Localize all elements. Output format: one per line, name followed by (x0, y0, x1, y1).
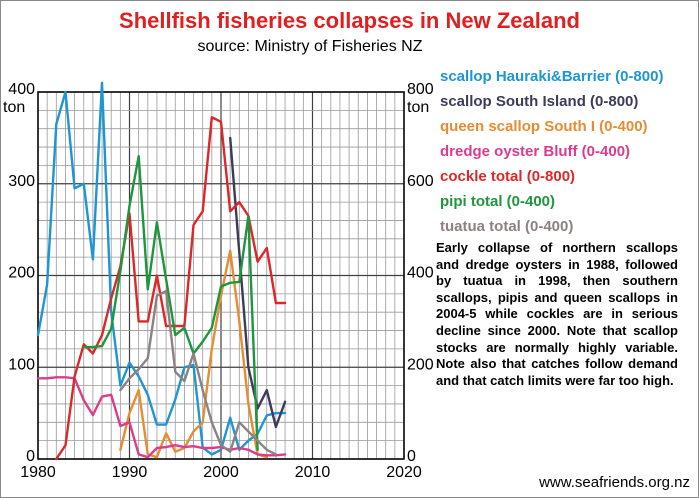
series-line-6 (119, 289, 278, 456)
series-line-5 (82, 154, 259, 451)
x-tick-label: 2020 (386, 464, 422, 481)
legend-entry-0: scallop Hauraki&Barrier (0-800) (440, 68, 664, 85)
legend: scallop Hauraki&Barrier (0-800) scallop S… (440, 64, 663, 239)
legend-entry-1: scallop South Island (0-800) (440, 93, 639, 110)
series-lines (36, 81, 287, 461)
x-tick-label: 2000 (203, 464, 239, 481)
legend-entry-4: cockle total (0-800) (440, 168, 576, 185)
legend-entry-6: tuatua total (0-400) (440, 218, 574, 235)
left-tick-label: 100 (8, 356, 35, 373)
right-tick-label: 800 (407, 81, 434, 98)
series-line-1 (228, 136, 287, 429)
annotation-note: Early collapse of northern scallops and … (436, 240, 678, 388)
right-axis-unit: ton (407, 99, 429, 116)
left-tick-label: 400 (8, 81, 35, 98)
right-tick-label: 600 (407, 173, 434, 190)
x-tick-label: 1990 (112, 464, 148, 481)
legend-entry-3: dredge oyster Bluff (0-400) (440, 143, 631, 160)
series-line-3 (36, 376, 287, 459)
website-credit: www.seafriends.org.nz (539, 474, 690, 491)
left-axis-unit: ton (3, 99, 25, 116)
left-tick-label: 0 (26, 448, 35, 465)
legend-entry-2: queen scallop South I (0-400) (440, 118, 648, 135)
right-tick-label: 200 (407, 356, 434, 373)
plot-border (37, 91, 405, 460)
chart-title: Shellfish fisheries collapses in New Zea… (119, 8, 580, 33)
x-tick-label: 1980 (20, 464, 56, 481)
x-tick-label: 2010 (295, 464, 331, 481)
tick-labels: 1980 1990 2000 2010 20200100200300400ton0200… (3, 81, 434, 481)
series-line-2 (119, 249, 268, 459)
axes (37, 91, 405, 460)
right-tick-label: 400 (407, 265, 434, 282)
right-tick-label: 0 (407, 448, 416, 465)
series-line-0 (36, 81, 287, 456)
grid-lines (37, 91, 405, 460)
left-tick-label: 200 (8, 265, 35, 282)
left-tick-label: 300 (8, 173, 35, 190)
chart-subtitle: source: Ministry of Fisheries NZ (197, 38, 423, 55)
legend-entry-5: pipi total (0-400) (440, 193, 556, 210)
